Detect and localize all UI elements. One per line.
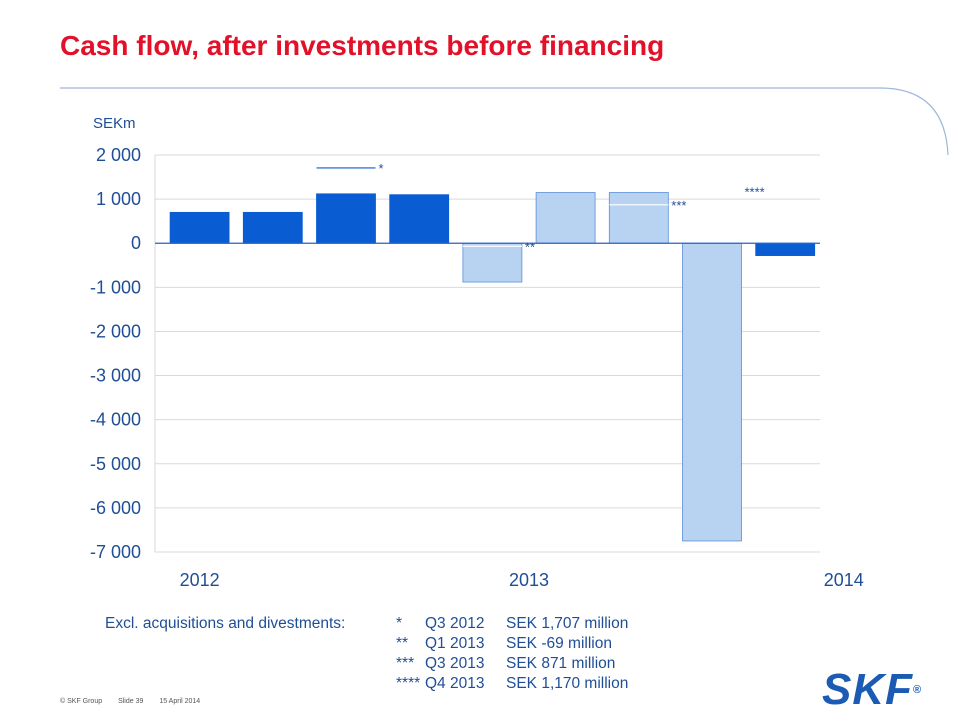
cash-flow-chart: 2 000 1 000 0 -1 000 -2 000 -3 000 -4 000 -5 00…: [90, 115, 864, 590]
bar-q3-2012: [316, 193, 376, 244]
bar-q2-2012: [242, 211, 303, 244]
footnote-marker-label: ***: [671, 198, 686, 213]
bar-q1-2013: [462, 242, 523, 283]
footnote-mark: *: [396, 615, 403, 632]
x-year-label: 2014: [824, 570, 864, 590]
y-tick-label: 0: [131, 233, 141, 253]
bars: [169, 192, 816, 542]
footnote-markers: **********: [316, 161, 765, 254]
y-axis-label: SEKm: [93, 115, 136, 132]
footnote-value: SEK -69 million: [506, 635, 612, 652]
bar-q3-2013: [608, 192, 669, 244]
x-axis-years: 2012 2013 2014: [180, 570, 864, 590]
footer-copyright: © SKF Group: [60, 698, 103, 705]
bar-q1-2014: [755, 242, 816, 256]
logo-registered-mark: ®: [913, 684, 923, 696]
footnote-mark: ***: [396, 655, 415, 672]
footnote-value: SEK 1,170 million: [506, 675, 629, 692]
footnote-quarter: Q3 2013: [425, 655, 485, 672]
bar-q4-2012: [389, 194, 450, 244]
footnote-marker-label: *: [379, 161, 384, 176]
y-tick-label: -3 000: [90, 366, 141, 386]
y-axis: 2 000 1 000 0 -1 000 -2 000 -3 000 -4 000 -5 00…: [90, 145, 820, 562]
y-tick-label: -4 000: [90, 410, 141, 430]
footnote-intro: Excl. acquisitions and divestments:: [105, 615, 346, 632]
footnote-value: SEK 871 million: [506, 655, 616, 672]
y-tick-label: 2 000: [96, 145, 141, 165]
bar-q1-2012: [169, 211, 230, 244]
footnote-quarter: Q4 2013: [425, 675, 485, 692]
logo-text: SKF: [822, 665, 913, 714]
footer-date: 15 April 2014: [159, 698, 201, 705]
footnote-mark: ****: [396, 675, 421, 692]
footnote-marker-label: ****: [745, 185, 765, 200]
skf-logo: SKF®: [822, 668, 922, 712]
footnote-mark: **: [396, 635, 409, 652]
footnote-value: SEK 1,707 million: [506, 615, 629, 632]
footer: © SKF Group Slide 39 15 April 2014: [60, 698, 214, 705]
x-year-label: 2012: [180, 570, 220, 590]
y-tick-label: -7 000: [90, 542, 141, 562]
y-tick-label: 1 000: [96, 189, 141, 209]
y-tick-label: -1 000: [90, 277, 141, 297]
bar-q2-2013: [535, 192, 596, 244]
page-title: Cash flow, after investments before fina…: [60, 30, 665, 61]
y-tick-label: -6 000: [90, 498, 141, 518]
footnote-quarter: Q3 2012: [425, 615, 485, 632]
footer-slide-number: Slide 39: [118, 698, 144, 705]
footnote-quarter: Q1 2013: [425, 635, 485, 652]
bar-q4-2013: [682, 242, 742, 542]
slide-border-curve: [60, 87, 949, 156]
y-tick-label: -5 000: [90, 454, 141, 474]
y-tick-label: -2 000: [90, 321, 141, 341]
x-year-label: 2013: [509, 570, 549, 590]
footnote-marker-label: **: [525, 239, 535, 254]
